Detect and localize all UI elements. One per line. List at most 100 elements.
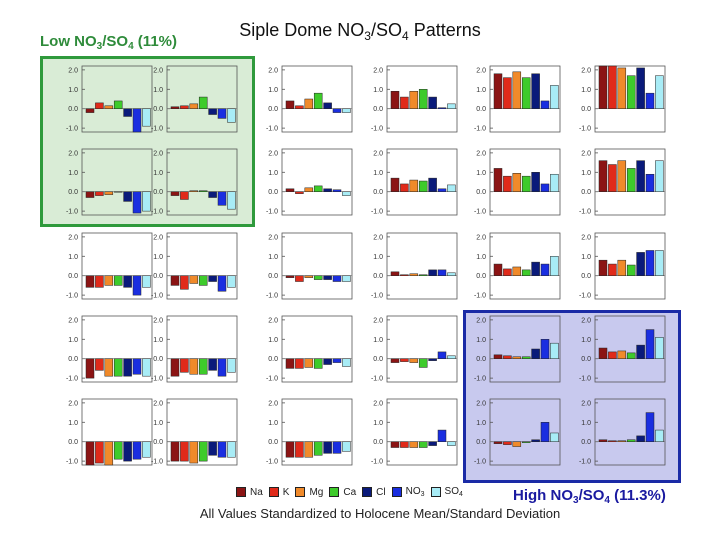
bar-cl xyxy=(636,252,645,276)
bar-na xyxy=(85,441,95,466)
y-tick-label: 2.0 xyxy=(581,317,591,324)
bar-cl xyxy=(531,172,540,192)
y-tick-label: 1.0 xyxy=(476,254,486,261)
bar-cl xyxy=(323,358,332,365)
y-tick-label: 0.0 xyxy=(268,189,278,196)
bar-ca xyxy=(113,191,123,193)
bar-mg xyxy=(512,441,522,447)
bar-k xyxy=(608,351,617,359)
panel-frame xyxy=(281,148,353,216)
y-tick-label: -1.0 xyxy=(66,376,78,383)
bar-no3 xyxy=(540,339,550,359)
y-tick-label: 2.0 xyxy=(268,150,278,157)
panel-r5-c2: 2.0 1.0 0.0 -1.0 xyxy=(151,398,238,466)
bar-no3 xyxy=(540,100,550,109)
y-tick-label: 0.0 xyxy=(268,356,278,363)
legend-item-no3: NO3 xyxy=(391,486,425,498)
bar-cl xyxy=(428,441,437,446)
y-tick-label: 0.0 xyxy=(153,439,163,446)
y-tick-label: 0.0 xyxy=(373,356,383,363)
bar-mg xyxy=(617,350,627,359)
y-tick-label: 1.0 xyxy=(268,170,278,177)
bar-k xyxy=(608,263,617,276)
y-tick-label: 1.0 xyxy=(373,170,383,177)
bar-ca xyxy=(626,264,636,276)
bar-cl xyxy=(323,188,332,192)
legend-swatch xyxy=(329,487,340,497)
bar-k xyxy=(180,105,189,109)
bar-na xyxy=(285,100,295,109)
bar-ca xyxy=(113,441,123,460)
panel-frame xyxy=(166,315,238,383)
bar-mg xyxy=(189,190,199,192)
bar-mg xyxy=(189,441,199,464)
y-tick-label: -1.0 xyxy=(151,459,163,466)
bar-so4 xyxy=(142,441,151,458)
panel-r1-c4: 2.0 1.0 0.0 -1.0 xyxy=(371,65,458,133)
panel-r5-c3: 2.0 1.0 0.0 -1.0 xyxy=(266,398,353,466)
legend-swatch xyxy=(268,487,279,497)
y-tick-label: 1.0 xyxy=(373,420,383,427)
bar-mg xyxy=(409,441,419,448)
legend-label: SO4 xyxy=(444,486,463,498)
y-tick-label: 0.0 xyxy=(268,439,278,446)
bar-mg xyxy=(409,179,419,192)
y-tick-label: 2.0 xyxy=(68,150,78,157)
bar-na xyxy=(285,275,295,278)
bar-so4 xyxy=(342,358,351,367)
y-tick-label: 1.0 xyxy=(268,254,278,261)
legend: Na K Mg Ca Cl NO3 SO4 xyxy=(236,484,469,500)
panel-frame xyxy=(489,232,561,300)
y-tick-label: 2.0 xyxy=(268,400,278,407)
bar-cl xyxy=(531,73,540,109)
bar-k xyxy=(503,77,512,109)
bar-ca xyxy=(626,168,636,192)
panel-frame xyxy=(386,65,458,133)
bar-so4 xyxy=(447,103,456,109)
bar-mg xyxy=(617,67,627,109)
bar-na xyxy=(598,439,608,442)
panel-r2-c6: 2.0 1.0 0.0 -1.0 xyxy=(579,148,666,216)
legend-swatch xyxy=(295,487,306,497)
panel-r4-c5: 2.0 1.0 0.0 -1.0 xyxy=(474,315,561,383)
y-tick-label: 1.0 xyxy=(581,420,591,427)
bar-no3 xyxy=(437,107,447,109)
bar-mg xyxy=(512,173,522,192)
bar-k xyxy=(295,441,304,458)
y-tick-label: 0.0 xyxy=(268,273,278,280)
bar-k xyxy=(180,441,189,462)
bar-cl xyxy=(428,96,437,109)
bar-no3 xyxy=(437,269,447,276)
panel-frame xyxy=(594,148,666,216)
bar-na xyxy=(598,160,608,192)
y-tick-label: 1.0 xyxy=(373,87,383,94)
y-tick-label: -1.0 xyxy=(66,126,78,133)
y-tick-label: 1.0 xyxy=(581,87,591,94)
bar-so4 xyxy=(550,342,559,359)
y-tick-label: 1.0 xyxy=(268,337,278,344)
y-tick-label: 0.0 xyxy=(476,356,486,363)
y-tick-label: 0.0 xyxy=(68,439,78,446)
bar-cl xyxy=(531,439,540,442)
bar-ca xyxy=(626,75,636,109)
y-tick-label: 2.0 xyxy=(476,234,486,241)
y-tick-label: 2.0 xyxy=(373,67,383,74)
y-tick-label: 2.0 xyxy=(68,400,78,407)
bar-k xyxy=(400,183,409,192)
bar-k xyxy=(180,358,189,373)
bar-k xyxy=(295,358,304,369)
bar-na xyxy=(285,188,295,192)
y-tick-label: -1.0 xyxy=(266,376,278,383)
bar-na xyxy=(390,358,400,363)
bar-mg xyxy=(617,440,627,442)
panel-r5-c4: 2.0 1.0 0.0 -1.0 xyxy=(371,398,458,466)
low-ratio-label: Low NO3/SO4 (11%) xyxy=(40,33,177,52)
legend-swatch xyxy=(236,487,246,497)
bar-so4 xyxy=(655,160,664,192)
panel-r4-c6: 2.0 1.0 0.0 -1.0 xyxy=(579,315,666,383)
panel-r4-c3: 2.0 1.0 0.0 -1.0 xyxy=(266,315,353,383)
y-tick-label: -1.0 xyxy=(474,293,486,300)
bar-k xyxy=(400,358,409,362)
bar-so4 xyxy=(550,173,559,192)
legend-label: Cl xyxy=(376,486,386,498)
